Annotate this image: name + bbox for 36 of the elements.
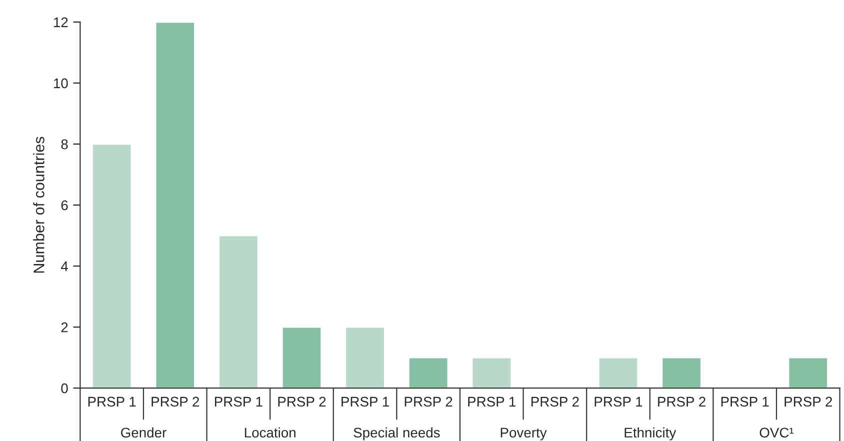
bar	[218, 234, 259, 388]
bar	[281, 326, 322, 388]
text: PRSP 2	[784, 396, 832, 407]
bar	[344, 326, 386, 388]
y-tick-label: 2	[61, 322, 68, 332]
bar	[471, 356, 512, 388]
y-axis-title: Number of countries	[33, 136, 44, 273]
y-tick-label: 6	[61, 200, 68, 210]
bar	[788, 356, 828, 388]
y-tick-label: 10	[54, 78, 68, 88]
x-tick-label: Poverty	[500, 428, 547, 440]
text: PRSP 1	[342, 396, 389, 407]
x-tick-label: Location	[244, 427, 296, 438]
text: PRSP 1	[594, 396, 642, 407]
text: PRSP 1	[214, 396, 262, 407]
text: PRSP 2	[278, 396, 326, 407]
text: PRSP 2	[152, 396, 200, 407]
bar	[598, 356, 639, 388]
y-tick-label: 0	[61, 383, 68, 394]
y-tick-label: 4	[60, 262, 68, 272]
text: PRSP 2	[531, 396, 579, 407]
bar	[661, 356, 702, 388]
series-label: PRSP 1	[88, 396, 136, 407]
y-tick-label: 8	[61, 139, 68, 150]
y-tick-label: 12	[54, 17, 68, 28]
bar	[154, 22, 196, 388]
x-tick-label: Ethnicity	[624, 427, 676, 440]
x-tick-label: Special needs	[354, 427, 440, 440]
text: PRSP 2	[404, 396, 452, 407]
x-tick-label: OVC¹	[760, 428, 794, 438]
bar	[92, 143, 132, 388]
bar	[408, 356, 449, 388]
series-label: PRSP 2	[658, 396, 706, 407]
text: PRSP 1	[468, 396, 516, 407]
text: PRSP 1	[721, 396, 769, 407]
x-tick-label: Gender	[121, 427, 166, 438]
